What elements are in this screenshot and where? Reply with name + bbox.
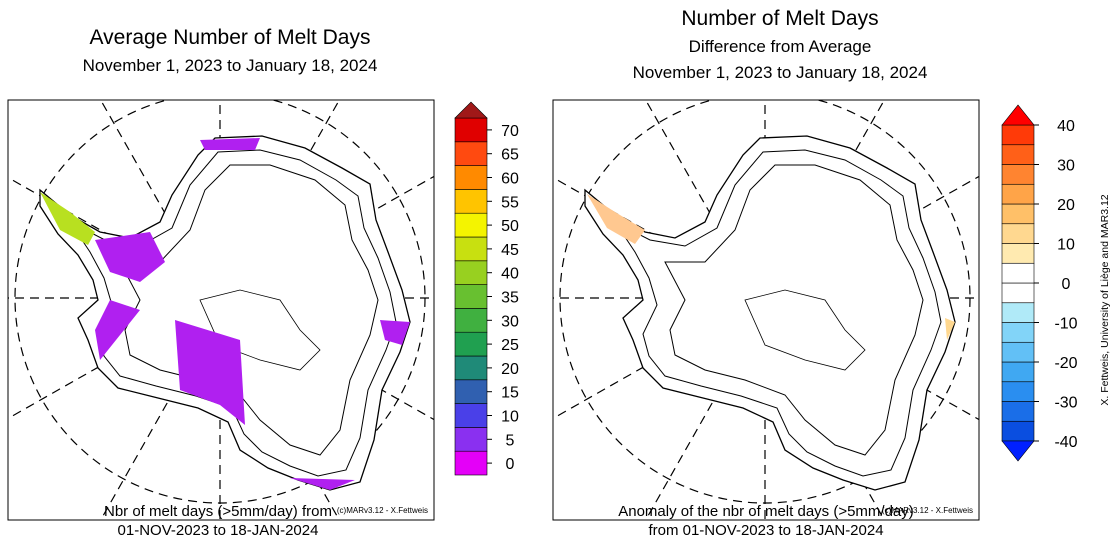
colorbar-tick-label: 70 [501,123,519,140]
map-frame [552,99,980,521]
left-panel: Average Number of Melt Days November 1, … [7,26,519,539]
colorbar-bin [454,379,488,404]
caption: 01-NOV-2023 to 18-JAN-2024 [118,522,319,539]
colorbar-tick-label: 20 [501,361,519,378]
colorbar-tick-label: 50 [501,218,519,235]
colorbar-tick-label: -20 [1054,355,1077,372]
colorbar-tick-label: 35 [501,290,519,307]
subtitle: November 1, 2023 to January 18, 2024 [633,63,928,82]
colorbar-bin [1001,401,1035,422]
subtitle: Difference from Average [689,37,872,56]
colorbar-bin [454,284,488,309]
colorbar-tick-label: 20 [1057,197,1075,214]
colorbar-bin [1001,164,1035,185]
colorbar-bin [1001,262,1035,284]
subtitle: November 1, 2023 to January 18, 2024 [83,56,378,75]
colorbar-tick-label: 40 [501,266,519,283]
colorbar-bin [454,165,488,190]
colorbar-tick-label: 65 [501,147,519,164]
colorbar-extension [454,101,488,119]
credit: (c)MARv3.12 - X.Fettweis [882,506,973,515]
colorbar-extension [1001,104,1035,126]
colorbar-tick-label: 10 [501,409,519,426]
colorbar-bin [1001,144,1035,165]
colorbar-bin [454,403,488,428]
colorbar-bin [1001,302,1035,323]
colorbar-extension [1001,440,1035,462]
caption: from 01-NOV-2023 to 18-JAN-2024 [648,522,883,539]
colorbar-tick-label: 0 [1062,276,1071,293]
colorbar-tick-label: -10 [1054,316,1077,333]
colorbar: 0 5 10 15 20 25 30 35 40 45 50 55 60 65 70 [454,101,519,476]
colorbar-tick-label: 10 [1057,237,1075,254]
colorbar-bin [454,141,488,166]
colorbar-bin [454,236,488,262]
colorbar: -40 -30 -20 -10 0 10 20 30 40 [1001,104,1078,462]
colorbar-tick-label: -30 [1054,395,1077,412]
colorbar-tick-label: 30 [1057,158,1075,175]
map-frame [7,99,435,521]
map: (c)MARv3.12 - X.Fettweis [552,99,980,521]
colorbar-bin [1001,124,1035,146]
colorbar-bin [454,427,488,452]
colorbar-bin [454,450,488,476]
side-credit: X. Fettweis, University of Liège and MAR… [1099,194,1111,405]
colorbar-bin [454,189,488,214]
title: Number of Melt Days [681,7,878,30]
colorbar-tick-label: 40 [1057,118,1075,135]
colorbar-bin [1001,322,1035,343]
colorbar-bin [1001,243,1035,264]
colorbar-tick-label: 25 [501,337,519,354]
colorbar-bin [454,260,488,285]
colorbar-bin [454,331,488,357]
colorbar-tick-label: -40 [1054,434,1077,451]
colorbar-bin [454,117,488,143]
colorbar-bin [454,355,488,381]
colorbar-bin [454,212,488,238]
colorbar-tick-label: 60 [501,171,519,188]
colorbar-bin [454,308,488,333]
colorbar-bin [1001,361,1035,383]
colorbar-tick-label: 5 [506,432,515,449]
colorbar-bin [1001,183,1035,205]
colorbar-tick-label: 30 [501,313,519,330]
caption: Nbr of melt days (>5mm/day) from [104,503,332,520]
map [8,100,434,520]
title: Average Number of Melt Days [90,26,371,49]
colorbar-bin [1001,282,1035,304]
colorbar-bin [1001,223,1035,244]
credit: (c)MARv3.12 - X.Fettweis [337,506,428,515]
colorbar-bin [1001,341,1035,363]
caption: Anomaly of the nbr of melt days (>5mm/da… [618,503,914,520]
colorbar-tick-label: 55 [501,194,519,211]
colorbar-bin [1001,203,1035,225]
colorbar-tick-label: 15 [501,385,519,402]
colorbar-bin [1001,381,1035,402]
colorbar-bin [1001,420,1035,442]
right-panel: Number of Melt Days Difference from Aver… [552,7,1078,539]
colorbar-tick-label: 45 [501,242,519,259]
colorbar-tick-label: 0 [506,456,515,473]
